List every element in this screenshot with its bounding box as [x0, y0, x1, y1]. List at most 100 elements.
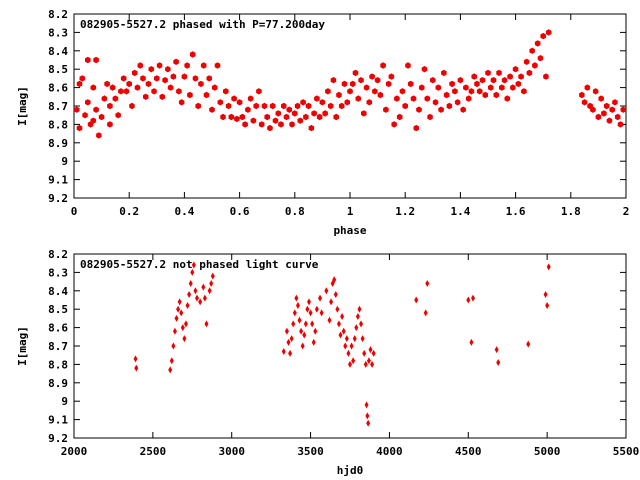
- data-point: [217, 99, 224, 106]
- data-point: [245, 106, 251, 113]
- data-point: [474, 80, 480, 88]
- data-point: [247, 95, 254, 102]
- x-tick-label: 1.4: [450, 205, 470, 218]
- data-point: [543, 73, 549, 80]
- x-tick-label: 0.8: [285, 205, 305, 218]
- x-tick-label: 0: [71, 205, 78, 218]
- data-point: [195, 102, 201, 110]
- y-tick-label: 8.5: [48, 63, 68, 76]
- panel-title: 082905-5527.2 phased with P=77.200day: [80, 18, 325, 31]
- data-point: [364, 401, 369, 409]
- data-point: [352, 335, 357, 343]
- data-point: [399, 88, 406, 95]
- data-point: [202, 294, 207, 302]
- y-tick-label: 8.4: [48, 45, 68, 58]
- data-point: [178, 99, 185, 106]
- y-tick-label: 9.1: [48, 414, 68, 427]
- data-point: [363, 84, 370, 91]
- data-point: [306, 298, 311, 306]
- data-point: [507, 73, 513, 80]
- data-point: [504, 95, 511, 102]
- y-tick-label: 9.2: [48, 192, 68, 205]
- data-point: [410, 95, 417, 102]
- data-point: [93, 56, 99, 64]
- y-tick-label: 9: [61, 155, 68, 168]
- data-point: [167, 84, 174, 91]
- data-point: [438, 106, 444, 113]
- data-point: [137, 62, 143, 69]
- data-point: [311, 110, 317, 117]
- x-tick-label: 4000: [376, 445, 403, 458]
- data-point: [214, 62, 221, 69]
- y-tick-label: 8.5: [48, 303, 68, 316]
- data-point: [269, 102, 276, 110]
- data-point: [294, 102, 301, 110]
- data-point: [299, 327, 304, 335]
- data-point: [174, 314, 179, 322]
- data-point: [297, 117, 304, 124]
- data-point: [210, 272, 215, 280]
- data-point: [183, 320, 188, 328]
- data-point: [518, 73, 524, 80]
- data-point: [93, 106, 99, 113]
- data-point: [388, 73, 395, 80]
- data-point: [188, 279, 193, 287]
- y-tick-label: 8.7: [48, 340, 68, 353]
- data-point: [521, 88, 527, 95]
- data-point: [341, 327, 346, 335]
- data-point: [581, 99, 588, 106]
- data-point: [427, 113, 433, 121]
- data-point: [207, 287, 212, 295]
- data-point: [510, 84, 516, 91]
- data-point: [338, 331, 343, 339]
- data-point: [355, 313, 360, 321]
- data-point: [424, 95, 431, 102]
- x-tick-label: 0.4: [174, 205, 194, 218]
- y-tick-label: 8.3: [48, 26, 68, 39]
- data-point: [223, 88, 229, 95]
- y-tick-label: 8.2: [48, 248, 68, 261]
- data-point: [292, 110, 298, 117]
- data-point: [361, 110, 367, 117]
- data-point: [198, 298, 203, 306]
- data-point: [310, 320, 315, 328]
- y-tick-label: 8.7: [48, 100, 68, 113]
- y-tick-label: 8.4: [48, 285, 68, 298]
- y-tick-label: 8.9: [48, 137, 68, 150]
- data-point: [171, 342, 176, 350]
- data-point: [344, 335, 349, 343]
- data-point: [609, 106, 615, 113]
- data-point: [134, 84, 141, 91]
- data-point: [192, 75, 199, 82]
- data-point: [579, 91, 585, 99]
- data-point: [184, 62, 190, 69]
- data-point: [471, 294, 476, 302]
- data-point: [101, 95, 108, 102]
- data-point: [90, 84, 97, 91]
- data-point: [488, 84, 494, 91]
- y-tick-label: 9.2: [48, 432, 68, 445]
- data-point: [359, 320, 364, 328]
- data-point: [537, 55, 544, 62]
- data-point: [329, 298, 334, 306]
- data-point: [313, 327, 318, 335]
- data-point: [172, 327, 177, 335]
- data-point: [275, 110, 281, 117]
- y-tick-label: 8.2: [48, 8, 68, 21]
- y-tick-label: 8.6: [48, 82, 68, 95]
- data-point: [314, 95, 320, 102]
- data-point: [104, 80, 110, 88]
- data-point: [394, 95, 400, 102]
- data-point: [405, 62, 411, 69]
- data-points: [133, 261, 551, 427]
- data-point: [120, 75, 127, 82]
- data-point: [118, 88, 124, 95]
- data-point: [366, 357, 371, 365]
- data-point: [126, 80, 132, 88]
- data-point: [195, 294, 200, 302]
- data-point: [319, 309, 324, 317]
- data-point: [297, 316, 302, 324]
- x-tick-label: 2: [623, 205, 630, 218]
- data-point: [617, 121, 624, 128]
- data-point: [380, 62, 386, 69]
